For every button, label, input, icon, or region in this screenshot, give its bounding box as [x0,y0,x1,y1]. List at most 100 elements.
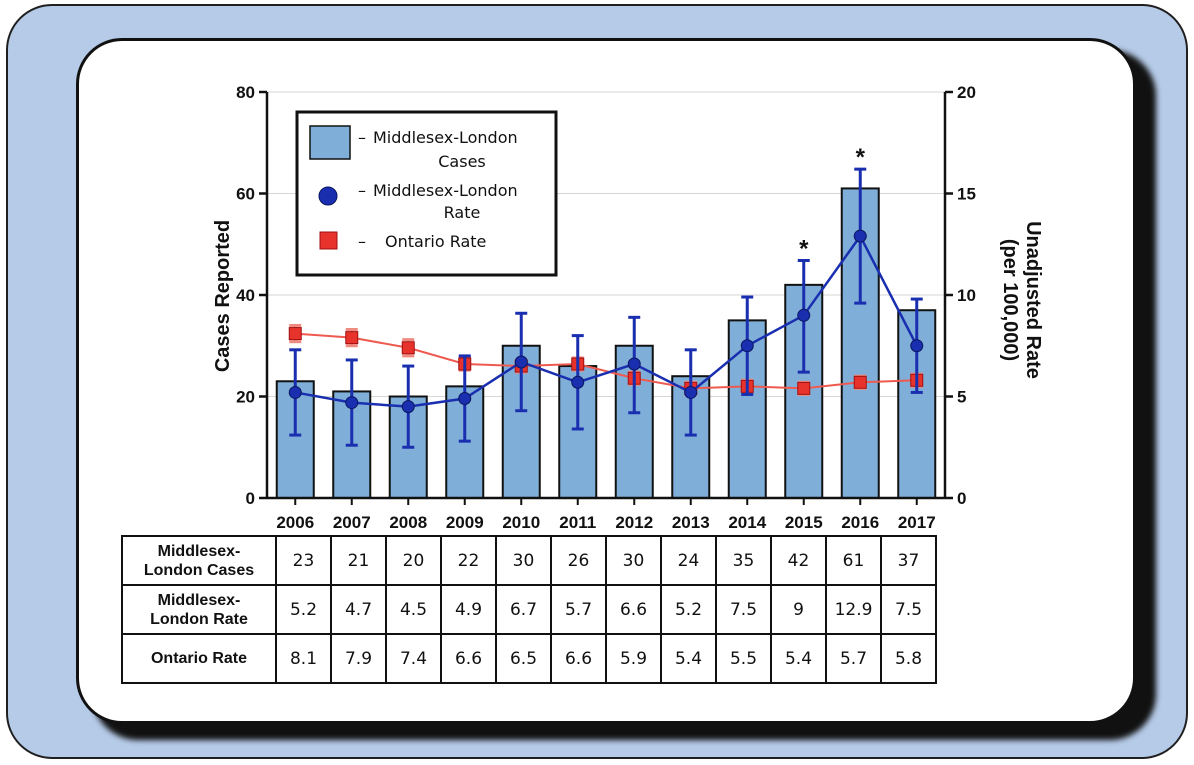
legend-dash: – [358,232,366,251]
legend-label-rate-line1: Middlesex-London [373,181,518,200]
legend-marker-ontario [319,231,338,250]
y-right-tick-label: 20 [957,83,976,102]
ontario-point-2016 [853,375,867,389]
table-cell: 30 [495,535,552,586]
x-tick-label: 2012 [615,513,653,532]
legend-marker-cases [309,125,351,160]
ontario-point-2008 [401,341,415,355]
significance-marker: * [799,235,809,262]
x-tick-label: 2006 [276,513,314,532]
table-cell: 4.5 [385,584,442,635]
table-cell: 21 [330,535,387,586]
table-cell: 6.7 [495,584,552,635]
legend-label-rate-line2: Rate [444,203,481,222]
annotations: ** [799,144,866,262]
table-cell: 5.7 [550,584,607,635]
table-cell: 6.6 [440,633,497,684]
row-header-line: London Cases [143,561,255,579]
rate-point-2015 [797,308,811,322]
table-cell: 26 [550,535,607,586]
legend-label-cases-line1: Middlesex-London [373,128,518,147]
data-table: Middlesex- London Cases 23 21 20 22 30 26 30 24 35… [121,535,937,684]
table-cell: 5.2 [275,584,332,635]
table-cell: 6.6 [605,584,662,635]
x-tick-label: 2014 [728,513,766,532]
legend-dash: – [358,181,366,200]
row-header-line: Ontario Rate [150,650,247,667]
y-right-tick-label: 0 [957,489,966,508]
rate-point-2006 [288,385,302,399]
x-tick-label: 2011 [559,513,596,532]
ontario-rate-line [295,332,917,390]
table-cell: 7.5 [715,584,772,635]
rate-point-2011 [571,375,585,389]
table-row: Ontario Rate 8.1 7.9 7.4 6.6 6.5 6.6 5.9 5.4 5.5 5… [121,633,937,684]
y-right-axis-title-line2: (per 100,000) [999,239,1021,361]
table-cell: 5.7 [825,633,882,684]
middlesex-rate-line [295,233,918,408]
y-tick-label: 80 [236,83,255,102]
x-tick-label: 2016 [841,513,879,532]
significance-marker: * [856,144,866,171]
y-axis-title: Cases Reported [212,220,234,372]
ontario-point-2015 [797,381,811,395]
row-header: Middlesex- London Cases [121,535,277,586]
table-cell: 7.9 [330,633,387,684]
table-cell: 23 [275,535,332,586]
y-right-axis-title-line1: Unadjusted Rate [1022,221,1044,379]
rate-point-2016 [853,229,867,243]
x-tick-label: 2009 [446,513,484,532]
y-tick-label: 20 [236,388,255,407]
table-cell: 5.9 [605,633,662,684]
y-right-tick-label: 15 [957,185,976,204]
ontario-point-2006 [288,327,302,341]
ontario-rate-series [288,323,924,396]
y-right-tick-label: 5 [957,388,966,407]
table-cell: 6.6 [550,633,607,684]
rate-point-2008 [401,400,415,414]
rate-point-2013 [684,385,698,399]
table-cell: 42 [770,535,827,586]
x-tick-label: 2007 [333,513,371,532]
rate-point-2012 [627,357,641,371]
row-header: Ontario Rate [121,633,277,684]
table-cell: 9 [770,584,827,635]
table-cell: 5.2 [660,584,717,635]
row-header-line: Middlesex- [157,591,241,609]
middlesex-rate-series [288,167,924,449]
rate-point-2010 [514,355,528,369]
rate-point-2009 [458,392,472,406]
table-cell: 12.9 [825,584,882,635]
table-cell: 20 [385,535,442,586]
x-tick-label: 2017 [898,513,936,532]
y-tick-label: 40 [236,286,255,305]
table-cell: 22 [440,535,497,586]
table-cell: 7.5 [880,584,937,635]
table-cell: 61 [825,535,882,586]
table-cell: 37 [880,535,937,586]
table-cell: 7.4 [385,633,442,684]
rate-point-2017 [910,339,924,353]
rate-point-2014 [740,339,754,353]
table-cell: 5.8 [880,633,937,684]
y-tick-label: 0 [246,489,255,508]
x-tick-label: 2010 [502,513,540,532]
legend-label-ontario: Ontario Rate [385,232,486,251]
y-tick-label: 60 [236,185,255,204]
row-header-line: Middlesex- [157,542,241,560]
legend-dash: – [358,128,366,147]
table-cell: 24 [660,535,717,586]
table-cell: 30 [605,535,662,586]
x-tick-label: 2015 [785,513,823,532]
rate-point-2007 [345,396,359,410]
table-cell: 4.7 [330,584,387,635]
axes: 0 20 40 60 80 0 5 10 15 20 2006 2007 2008 2009 2010 201… [212,83,1044,532]
x-tick-label: 2013 [672,513,710,532]
bar-2011 [558,365,598,499]
table-row: Middlesex- London Cases 23 21 20 22 30 26 30 24 35… [121,535,937,586]
row-header-line: London Rate [150,610,248,628]
table-cell: 5.4 [770,633,827,684]
x-tick-label: 2008 [389,513,427,532]
